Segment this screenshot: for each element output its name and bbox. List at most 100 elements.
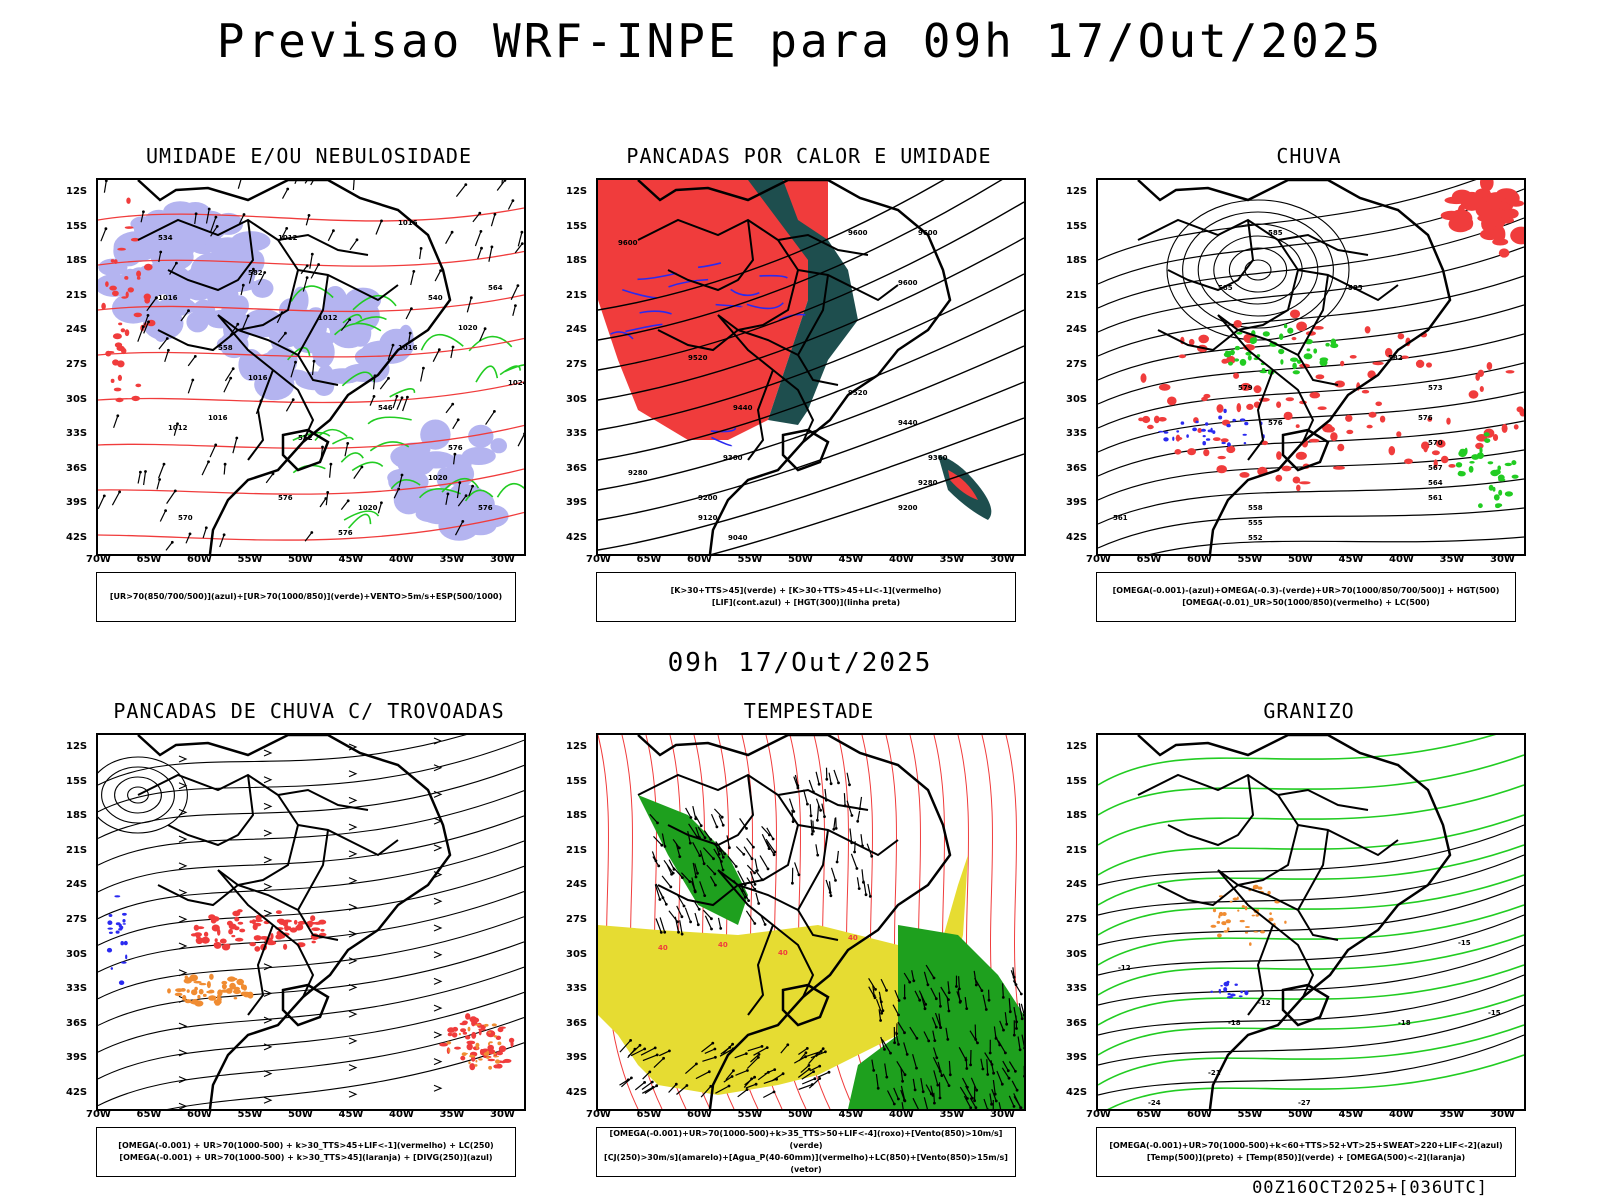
wind-vector-head <box>307 214 311 217</box>
hgt500-contour <box>1098 362 1524 429</box>
streamline-arrow <box>433 1031 443 1039</box>
wind-vector-head <box>730 1075 734 1078</box>
rain-red-area <box>1240 382 1252 391</box>
rain-red-area <box>1226 355 1236 365</box>
wind-vector <box>514 243 523 254</box>
legend-line: [OMEGA(-0.001) + UR>70(1000-500) + k>30_… <box>119 1153 493 1162</box>
rain-red-area <box>1385 347 1393 358</box>
hail-blue-area <box>1220 985 1223 987</box>
wind-vector-head <box>104 180 108 183</box>
lif-blue-contour <box>730 288 760 297</box>
wind-vector <box>507 200 514 210</box>
streamline <box>98 790 524 866</box>
wind-vector <box>992 1080 996 1095</box>
rain-red-area <box>1158 383 1171 391</box>
rain-blue-area <box>1221 441 1226 445</box>
wind-vector-head <box>974 1038 978 1041</box>
wind-vector <box>325 492 329 506</box>
rain-red-area <box>1197 428 1202 433</box>
wind-vector-head <box>990 1063 994 1066</box>
rain-red-area <box>1492 225 1506 244</box>
rain-red-area <box>1220 438 1229 443</box>
wind-vector <box>675 843 681 857</box>
wind-vector-head <box>1014 1069 1017 1073</box>
wind-vector <box>747 1045 763 1052</box>
latitude-label: 18S <box>66 255 88 267</box>
wind-vector <box>396 397 403 410</box>
red-dash-feature <box>121 296 128 299</box>
wind-vector-head <box>207 460 210 464</box>
wind-vector-head <box>885 989 888 992</box>
rain-red-area <box>1153 415 1160 424</box>
wind-vector-head <box>750 857 754 861</box>
rain-blue-area <box>1201 428 1206 432</box>
wind-vector-head <box>305 276 309 279</box>
contour-label: -27 <box>1298 1099 1311 1107</box>
rain-red-area <box>1340 360 1345 367</box>
wind-vector-head <box>681 876 684 879</box>
thunderstorm-orange-area <box>242 984 247 991</box>
red-dash-feature <box>117 247 126 251</box>
wind-vector <box>310 180 315 186</box>
latitude-label: 21S <box>1066 289 1088 301</box>
latitude-label: 39S <box>566 497 588 509</box>
map-canvas: -12-12-15-15-18-18-21-24 -27 <box>1098 735 1524 1109</box>
wind-vector-head <box>246 314 250 318</box>
wind-vector-head <box>924 1003 928 1006</box>
humidity-blue-area <box>255 351 297 377</box>
rain-red-area <box>1233 320 1242 328</box>
streamline-arrow <box>348 1010 358 1018</box>
rain-red-area <box>1446 417 1451 425</box>
wind-vector-head <box>901 1079 904 1083</box>
longitude-label: 35W <box>1439 554 1465 565</box>
humidity-green-contour <box>441 477 480 493</box>
longitude-label: 55W <box>1237 554 1263 565</box>
divergence-blue-area <box>122 923 126 925</box>
wind-vector <box>432 349 440 362</box>
hgt500-contour <box>1149 536 1524 554</box>
wind-vector <box>304 532 313 542</box>
rain-blue-area <box>1192 427 1197 432</box>
wind-vector <box>1020 1003 1024 1016</box>
red-dash-feature <box>124 329 130 337</box>
humidity-blue-area <box>111 292 155 324</box>
omega500-orange-area <box>1251 914 1255 917</box>
wind-vector <box>668 1083 677 1093</box>
rain-green-area <box>1458 449 1467 458</box>
wind-vector <box>763 1078 777 1084</box>
rain-blue-area <box>1163 431 1169 434</box>
thunderstorm-orange-area <box>184 999 192 1004</box>
wind-vector <box>294 180 298 185</box>
wind-vector-head <box>241 283 245 287</box>
contour-line <box>98 337 524 358</box>
humidity-green-contour <box>389 388 416 398</box>
wind-vector <box>923 971 929 985</box>
panel-legend: [UR>70(850/700/500)](azul)+[UR>70(1000/8… <box>96 572 516 622</box>
contour-label: 9520 <box>848 389 868 397</box>
wind-vector-head <box>892 1102 896 1106</box>
wind-vector <box>627 1048 636 1059</box>
wind-vector-head <box>678 855 682 858</box>
wind-vector-head <box>713 872 717 876</box>
thunderstorm-orange-area <box>221 983 227 990</box>
red-dash-feature <box>112 333 122 340</box>
temp850-contour <box>1107 1054 1524 1109</box>
latitude-label: 30S <box>1066 948 1088 960</box>
streamline <box>98 739 524 813</box>
rain-blue-area <box>1243 442 1247 445</box>
rain-red-area <box>1440 455 1449 464</box>
latitude-label: 33S <box>566 428 588 440</box>
wind-vector-head <box>410 307 413 310</box>
contour-label: 9440 <box>733 404 753 412</box>
thunderstorm-red-area <box>466 1040 476 1045</box>
thunderstorm-red-area <box>496 1051 503 1056</box>
lif-blue-contour <box>697 262 722 269</box>
wind-vector <box>453 454 456 465</box>
wind-vector-head <box>102 494 106 498</box>
wind-vector-head <box>688 841 692 845</box>
rain-blue-area <box>1212 430 1216 434</box>
contour-label: 570 <box>1428 439 1443 447</box>
streamline-arrow <box>348 850 358 858</box>
wind-vector <box>989 1093 993 1105</box>
humidity-green-contour <box>496 482 524 498</box>
